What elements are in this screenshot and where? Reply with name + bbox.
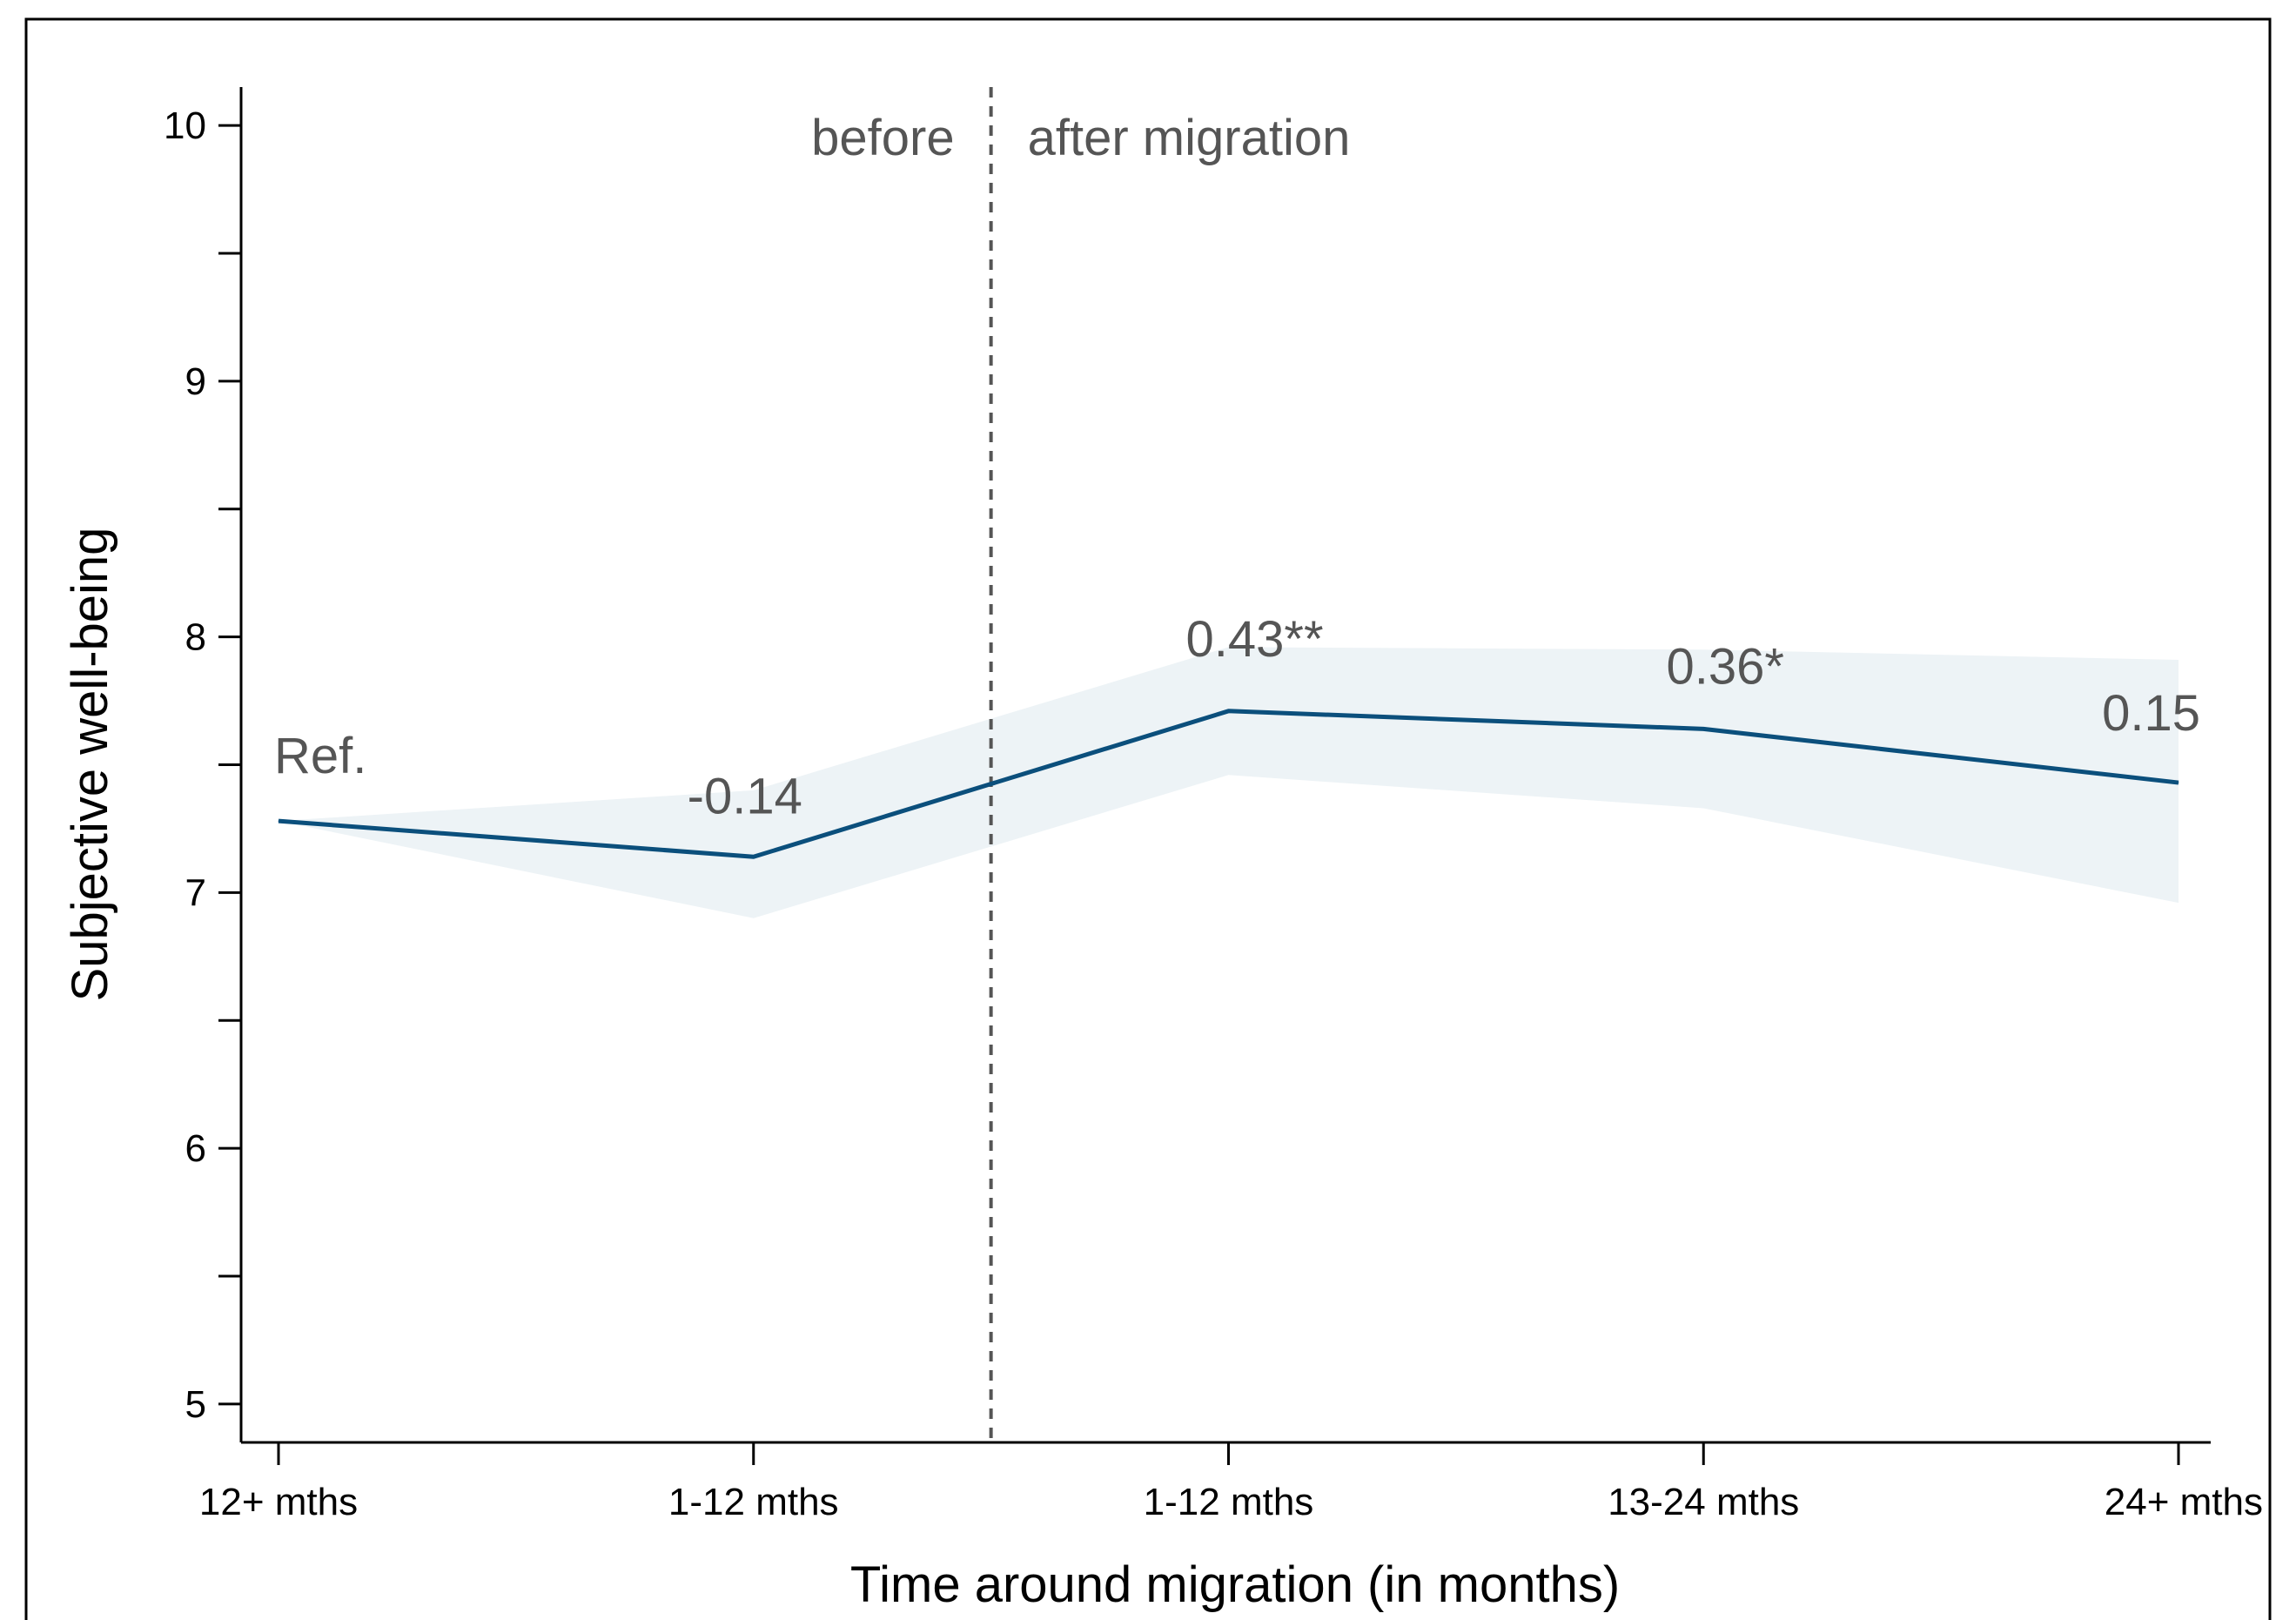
divider-left-label: before <box>811 110 954 166</box>
x-tick-label: 1-12 mths <box>1144 1481 1314 1523</box>
x-tick-label: 12+ mths <box>199 1481 358 1523</box>
x-tick-label: 13-24 mths <box>1608 1481 1799 1523</box>
point-label: 0.15 <box>2102 685 2200 742</box>
series-layer <box>278 709 2179 859</box>
labels-layer: Ref. -0.14 0.43** 0.36* 0.15 <box>274 611 2200 824</box>
figure-frame <box>24 17 2272 1620</box>
point-label: Ref. <box>274 728 366 784</box>
y-tick-label: 7 <box>185 871 206 914</box>
x-tick-label: 24+ mths <box>2105 1481 2263 1523</box>
data-point <box>1228 710 1229 712</box>
y-tick-label: 6 <box>185 1127 206 1170</box>
y-tick-label: 5 <box>185 1383 206 1426</box>
point-label: 0.36* <box>1667 638 1784 695</box>
y-tick-label: 8 <box>185 616 206 659</box>
divider-right-label: after migration <box>1028 110 1351 166</box>
y-tick-label: 10 <box>164 104 206 147</box>
y-tick-label: 9 <box>185 360 206 403</box>
x-axis-title: Time around migration (in months) <box>850 1556 1620 1613</box>
x-tick-label: 1-12 mths <box>668 1481 839 1523</box>
confidence-band <box>279 647 2179 918</box>
divider-layer: before after migration <box>811 87 1350 1442</box>
point-label: -0.14 <box>688 768 802 824</box>
y-axis-title: Subjective well-being <box>62 528 118 1002</box>
point-label: 0.43** <box>1185 611 1323 668</box>
axes-layer: 5 6 7 8 9 10 12+ mths 1-12 mths 1-12 mths 13-24 m… <box>164 87 2263 1523</box>
confidence-band-layer <box>279 647 2179 918</box>
